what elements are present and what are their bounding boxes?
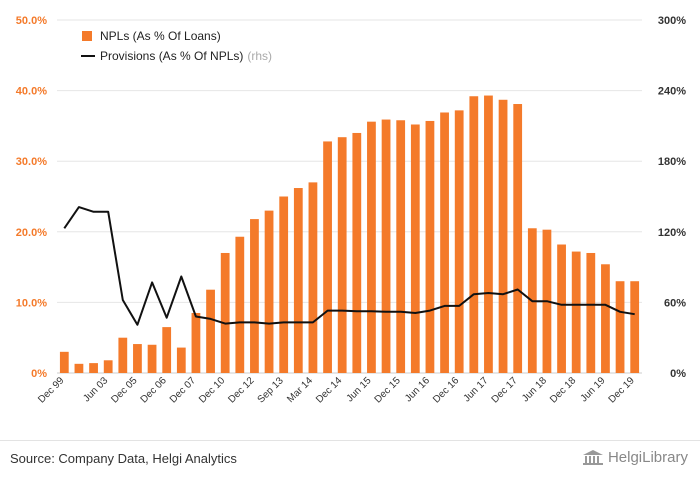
npl-bar (176, 347, 186, 373)
x-tick-label: Dec 12 (226, 375, 256, 405)
npl-bar (571, 251, 581, 373)
right-tick-label: 240% (658, 86, 686, 98)
npl-bar (59, 351, 69, 373)
npl-bar (352, 132, 362, 373)
brand-logo[interactable]: HelgiLibrary (582, 449, 688, 466)
npl-bar (103, 360, 113, 373)
npl-bar (513, 104, 523, 373)
npl-bar (147, 344, 157, 373)
x-tick-label: Jun 19 (579, 375, 608, 404)
x-tick-label: Dec 17 (490, 375, 520, 405)
helgi-building-icon (582, 449, 604, 466)
provisions-line-path (63, 206, 635, 326)
footer-divider (0, 440, 700, 441)
left-tick-label: 10.0% (16, 297, 47, 309)
x-tick-label: Jun 16 (403, 375, 432, 404)
npl-bar (235, 236, 245, 373)
gridlines (57, 19, 642, 374)
npl-bar (396, 120, 406, 373)
left-tick-label: 20.0% (16, 227, 47, 239)
npl-bar (367, 121, 376, 373)
npl-bar (89, 363, 98, 373)
right-axis: 0% 60% 120% 180% 240% 300% (658, 15, 686, 380)
npl-bar (454, 110, 464, 374)
npl-bar (630, 281, 640, 373)
x-tick-label: Dec 19 (607, 375, 637, 405)
chart-canvas: 0% 10.0% 20.0% 30.0% 40.0% 50.0% 0% 60% 120% 180… (16, 15, 686, 406)
x-axis: Dec 99 Jun 03 Dec 05 Dec 06 Dec 07 Dec 10 Dec … (36, 375, 637, 406)
x-tick-label: Dec 16 (431, 375, 461, 405)
left-tick-label: 30.0% (16, 156, 47, 168)
left-tick-label: 0% (31, 368, 47, 380)
npl-bar (410, 124, 420, 373)
npl-bar (323, 141, 332, 373)
source-note: Source: Company Data, Helgi Analytics (10, 451, 237, 466)
legend-npl-label: NPLs (As % Of Loans) (100, 29, 221, 43)
brand-name: HelgiLibrary (607, 449, 688, 466)
x-tick-label: Dec 05 (109, 375, 139, 405)
npl-bar (206, 289, 215, 373)
npl-bar (586, 252, 596, 373)
x-tick-label: Jun 15 (345, 375, 374, 404)
x-tick-label: Dec 14 (314, 375, 344, 405)
npl-bar (220, 252, 230, 373)
x-tick-label: Jun 18 (520, 375, 549, 404)
x-tick-label: Jun 03 (81, 375, 110, 404)
x-tick-label: Dec 07 (168, 375, 198, 405)
npl-bar (191, 312, 201, 373)
npl-bar (293, 188, 303, 373)
provisions-line (63, 206, 635, 326)
right-tick-label: 120% (658, 227, 686, 239)
right-tick-label: 0% (670, 368, 686, 380)
left-axis: 0% 10.0% 20.0% 30.0% 40.0% 50.0% (16, 15, 47, 380)
npl-bar (162, 327, 172, 373)
legend-provisions-name: Provisions (As % Of NPLs) (100, 49, 243, 63)
npl-bar (133, 344, 142, 373)
x-tick-label: Jun 17 (462, 375, 491, 404)
npl-bar (337, 137, 347, 373)
legend-rhs-suffix: (rhs) (247, 49, 272, 63)
left-tick-label: 40.0% (16, 86, 47, 98)
npl-bar (381, 119, 391, 374)
npl-bar (615, 281, 625, 373)
npl-bar (440, 112, 449, 374)
x-tick-label: Dec 10 (197, 375, 227, 405)
legend-bar-swatch (82, 31, 92, 41)
x-tick-label: Sep 13 (256, 375, 286, 405)
npl-bar (308, 182, 318, 373)
x-tick-label: Mar 14 (285, 375, 315, 405)
right-tick-label: 180% (658, 156, 686, 168)
npl-bar (250, 219, 259, 373)
npl-bar (557, 244, 566, 373)
npl-bar (484, 95, 493, 374)
npl-bar (601, 264, 610, 373)
x-tick-label: Dec 18 (548, 375, 578, 405)
right-tick-label: 300% (658, 15, 686, 27)
x-tick-label: Dec 15 (373, 375, 403, 405)
left-tick-label: 50.0% (16, 15, 47, 27)
npl-bars (59, 95, 640, 374)
right-tick-label: 60% (664, 297, 686, 309)
npl-bar (469, 96, 479, 374)
npl-bar (279, 196, 289, 373)
legend: NPLs (As % Of Loans) Provisions (As % Of… (81, 29, 272, 63)
x-tick-label: Dec 06 (139, 375, 169, 405)
npl-bar (264, 210, 274, 373)
legend-provisions-label: Provisions (As % Of NPLs) (rhs) (100, 49, 272, 63)
npl-bar (118, 337, 128, 373)
npl-bar (74, 363, 84, 373)
npl-bar (498, 99, 508, 373)
npl-bar (425, 120, 435, 373)
